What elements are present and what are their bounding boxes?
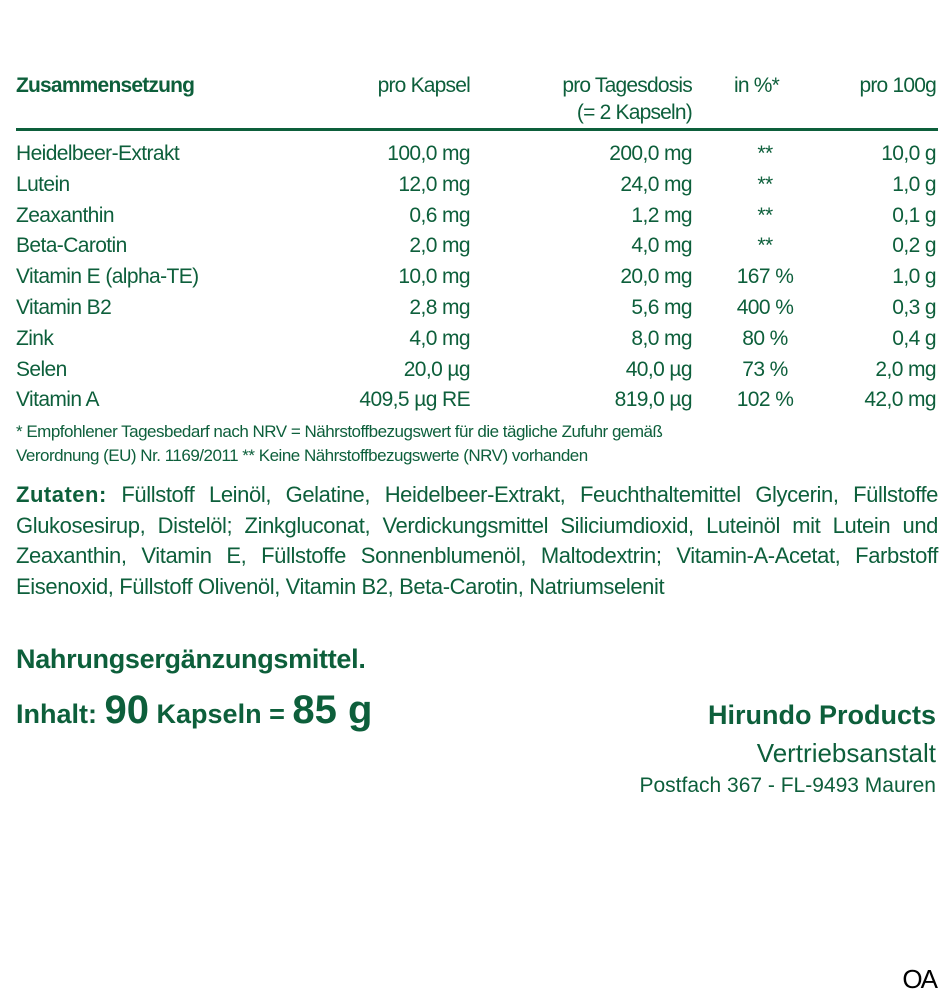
per-100g: 0,4 g [892,326,936,350]
nrv-percent: ** [757,203,773,227]
header-percent: in %* [734,74,780,97]
nutrient-name: Heidelbeer-Extrakt [16,142,180,165]
nutrient-name: Zeaxanthin [16,203,115,227]
nutrient-name: Vitamin B2 [16,296,112,319]
table-row: Zeaxanthin 0,6 mg 1,2 mg ** 0,1 g [0,204,946,234]
header-per-100g: pro 100g [859,74,936,97]
corner-code: OA [902,964,938,994]
table-row: Zink 4,0 mg 8,0 mg 80 % 0,4 g [0,327,946,357]
ingredients-text: Füllstoff Leinöl, Gelatine, Heidelbeer-E… [16,482,938,599]
per-100g: 0,3 g [892,296,936,319]
footnote-line-2: Verordnung (EU) Nr. 1169/2011 ** Keine N… [16,446,588,465]
table-row: Vitamin A 409,5 µg RE 819,0 µg 102 % 42,0 mg [0,388,946,418]
table-row: Vitamin B2 2,8 mg 5,6 mg 400 % 0,3 g [0,296,946,326]
per-daily-dose: 200,0 mg [609,142,692,165]
content-prefix: Inhalt: [16,699,97,729]
nrv-percent: 102 % [736,388,794,412]
per-capsule: 20,0 µg [403,357,471,381]
nrv-percent: ** [757,234,773,258]
header-per-capsule: pro Kapsel [377,74,471,97]
per-daily-dose: 24,0 mg [620,172,692,196]
table-row: Vitamin E (alpha-TE) 10,0 mg 20,0 mg 167 % 1… [0,265,946,295]
nrv-percent: 400 % [736,296,794,319]
header-daily-dose-line1: pro Tagesdosis [562,74,692,97]
per-capsule: 4,0 mg [409,326,470,350]
per-capsule: 409,5 µg RE [359,388,470,412]
header-per-daily-dose: pro Tagesdosis (= 2 Kapseln) [562,74,692,125]
company-name: Hirundo Products [708,700,936,730]
nutrient-name: Vitamin A [16,388,100,412]
table-row: Selen 20,0 µg 40,0 µg 73 % 2,0 mg [0,358,946,388]
per-100g: 1,0 g [892,265,936,289]
per-capsule: 12,0 mg [398,172,470,196]
per-daily-dose: 1,2 mg [631,203,692,227]
nrv-percent: ** [757,142,773,165]
content-weight: 85 g [292,688,373,732]
per-100g: 0,2 g [892,234,936,258]
per-100g: 1,0 g [892,172,936,196]
nrv-percent: ** [757,172,773,196]
content-unit: Kapseln = [156,699,285,729]
per-capsule: 2,0 mg [409,234,470,258]
company-address: Postfach 367 - FL-9493 Mauren [639,774,936,797]
header-daily-dose-line2: (= 2 Kapseln) [576,101,693,124]
nutrient-name: Lutein [16,172,70,196]
header-divider [16,128,938,131]
table-row: Lutein 12,0 mg 24,0 mg ** 1,0 g [0,173,946,203]
per-100g: 2,0 mg [875,357,936,381]
per-capsule: 0,6 mg [409,203,470,227]
nutrient-name: Selen [16,357,67,381]
nrv-percent: 167 % [736,265,794,289]
product-type: Nahrungsergänzungsmittel. [16,644,366,674]
table-row: Heidelbeer-Extrakt 100,0 mg 200,0 mg ** 10,0… [0,142,946,172]
per-daily-dose: 819,0 µg [614,388,693,412]
content-amount: Inhalt: 90 Kapseln = 85 g [16,688,372,733]
per-100g: 0,1 g [892,203,936,227]
per-capsule: 2,8 mg [409,296,470,319]
nrv-percent: 73 % [742,357,788,381]
per-capsule: 10,0 mg [398,265,470,289]
per-daily-dose: 8,0 mg [631,326,692,350]
per-capsule: 100,0 mg [387,142,470,165]
per-100g: 10,0 g [881,142,936,165]
ingredients: Zutaten: Füllstoff Leinöl, Gelatine, Hei… [16,480,938,602]
per-daily-dose: 40,0 µg [625,357,693,381]
per-daily-dose: 20,0 mg [620,265,692,289]
per-100g: 42,0 mg [864,388,936,412]
nutrient-name: Beta-Carotin [16,234,127,258]
nutrient-name: Zink [16,326,54,350]
header-composition: Zusammensetzung [16,74,195,97]
table-row: Beta-Carotin 2,0 mg 4,0 mg ** 0,2 g [0,234,946,264]
nutrient-name: Vitamin E (alpha-TE) [16,265,199,289]
nrv-percent: 80 % [742,326,788,350]
footnote-line-1: * Empfohlener Tagesbedarf nach NRV = Näh… [16,422,663,441]
ingredients-label: Zutaten: [16,482,107,507]
per-daily-dose: 4,0 mg [631,234,692,258]
company-sub: Vertriebsanstalt [756,738,936,768]
per-daily-dose: 5,6 mg [631,296,692,319]
content-count: 90 [104,688,150,732]
